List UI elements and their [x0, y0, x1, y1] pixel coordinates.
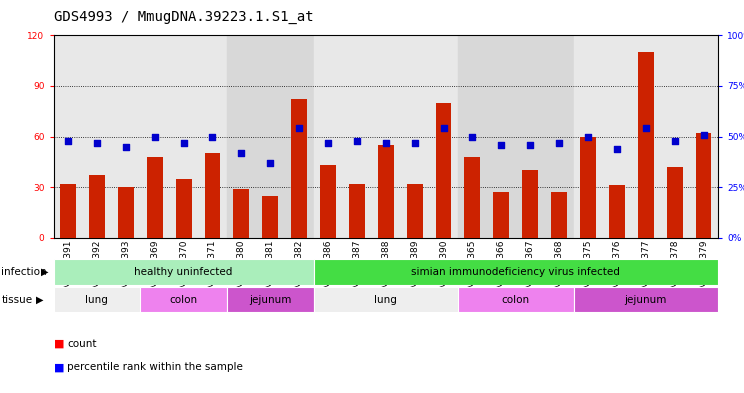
Bar — [112, 35, 140, 238]
Point — [120, 143, 132, 150]
Bar — [574, 35, 603, 238]
Bar — [313, 259, 718, 285]
Point — [293, 125, 305, 132]
Bar — [407, 184, 423, 238]
Bar — [349, 184, 365, 238]
Text: jejunum: jejunum — [624, 295, 667, 305]
Point — [351, 138, 363, 144]
Bar — [574, 287, 718, 312]
Bar — [458, 35, 487, 238]
Text: infection: infection — [1, 267, 47, 277]
Bar — [313, 287, 458, 312]
Point — [582, 133, 594, 140]
Bar — [516, 35, 545, 238]
Point — [178, 140, 190, 146]
Bar — [580, 136, 596, 238]
Bar — [429, 35, 458, 238]
Point — [669, 138, 681, 144]
Bar — [83, 35, 112, 238]
Bar — [378, 145, 394, 238]
Bar — [551, 192, 567, 238]
Text: ■: ■ — [54, 362, 64, 373]
Bar — [54, 35, 83, 238]
Point — [698, 131, 710, 138]
Bar — [342, 35, 371, 238]
Point — [62, 138, 74, 144]
Point — [235, 150, 247, 156]
Point — [525, 141, 536, 148]
Point — [640, 125, 652, 132]
Point — [149, 133, 161, 140]
Point — [466, 133, 478, 140]
Bar — [60, 184, 76, 238]
Point — [207, 133, 219, 140]
Text: ▶: ▶ — [41, 267, 48, 277]
Bar — [320, 165, 336, 238]
Text: simian immunodeficiency virus infected: simian immunodeficiency virus infected — [411, 267, 620, 277]
Text: ■: ■ — [54, 339, 64, 349]
Point — [408, 140, 420, 146]
Bar — [89, 175, 105, 238]
Bar — [227, 287, 313, 312]
Bar — [371, 35, 400, 238]
Bar — [118, 187, 134, 238]
Bar — [140, 287, 227, 312]
Point — [322, 140, 334, 146]
Bar — [147, 157, 163, 238]
Point — [611, 145, 623, 152]
Bar — [54, 259, 313, 285]
Text: tissue: tissue — [1, 295, 33, 305]
Bar — [54, 287, 140, 312]
Bar — [638, 52, 654, 238]
Bar — [603, 35, 632, 238]
Point — [91, 140, 103, 146]
Text: lung: lung — [86, 295, 109, 305]
Bar — [291, 99, 307, 238]
Text: colon: colon — [501, 295, 530, 305]
Text: jejunum: jejunum — [249, 295, 292, 305]
Point — [553, 140, 565, 146]
Text: lung: lung — [374, 295, 397, 305]
Bar — [545, 35, 574, 238]
Text: count: count — [67, 339, 97, 349]
Bar — [493, 192, 509, 238]
Bar — [198, 35, 227, 238]
Text: healthy uninfected: healthy uninfected — [135, 267, 233, 277]
Bar — [609, 185, 625, 238]
Bar — [632, 35, 660, 238]
Text: GDS4993 / MmugDNA.39223.1.S1_at: GDS4993 / MmugDNA.39223.1.S1_at — [54, 10, 313, 24]
Bar — [140, 35, 169, 238]
Bar — [285, 35, 313, 238]
Point — [264, 160, 276, 166]
Bar — [169, 35, 198, 238]
Point — [380, 140, 392, 146]
Bar — [696, 133, 711, 238]
Bar — [400, 35, 429, 238]
Bar — [234, 189, 249, 238]
Bar — [256, 35, 285, 238]
Bar — [176, 179, 191, 238]
Bar — [522, 170, 538, 238]
Text: percentile rank within the sample: percentile rank within the sample — [67, 362, 243, 373]
Bar — [487, 35, 516, 238]
Text: ▶: ▶ — [36, 295, 43, 305]
Bar — [660, 35, 689, 238]
Bar — [205, 153, 220, 238]
Bar — [263, 196, 278, 238]
Bar — [313, 35, 342, 238]
Text: colon: colon — [170, 295, 198, 305]
Bar — [689, 35, 718, 238]
Bar — [667, 167, 682, 238]
Bar — [464, 157, 481, 238]
Bar — [227, 35, 256, 238]
Bar — [458, 287, 574, 312]
Bar — [435, 103, 452, 238]
Point — [496, 141, 507, 148]
Point — [437, 125, 449, 132]
